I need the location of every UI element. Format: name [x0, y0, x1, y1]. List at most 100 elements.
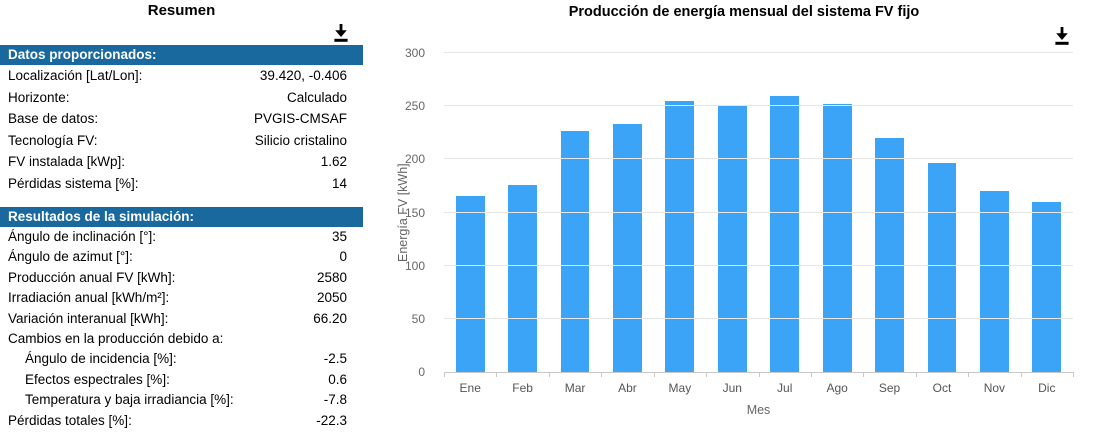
summary-download-button[interactable]: [331, 22, 351, 43]
category-column: [863, 53, 915, 372]
y-tick-label: 250: [404, 99, 425, 114]
gridline: [444, 317, 1073, 319]
x-tick-label: Dic: [1038, 381, 1056, 395]
row-value: 39.420, -0.406: [259, 68, 347, 83]
row-value: 14: [331, 175, 347, 191]
summary-row: Localización [Lat/Lon]: 39.420, -0.406: [0, 65, 363, 87]
summary-row: Efectos espectrales [%]: 0.6: [0, 370, 363, 390]
summary-row: Pérdidas totales [%]: -22.3: [0, 411, 363, 431]
download-icon: [334, 24, 348, 42]
summary-row: Base de datos: PVGIS-CMSAF: [0, 108, 363, 130]
row-value: 35: [331, 229, 347, 244]
row-label: Ángulo de inclinación [°]:: [8, 229, 156, 244]
row-label: Pérdidas sistema [%]:: [8, 175, 139, 191]
section-header: Datos proporcionados:: [0, 45, 363, 65]
y-tick-label: 300: [404, 46, 425, 60]
section-rows: Ángulo de inclinación [°]: 35 Ángulo de az…: [0, 227, 363, 431]
chart-title: Producción de energía mensual del sistem…: [568, 4, 920, 20]
x-tick-label: Nov: [983, 381, 1006, 395]
bar-mar: [560, 130, 590, 372]
category-column: [549, 53, 601, 372]
bar-dic: [1032, 201, 1062, 372]
x-tick-label: Abr: [618, 381, 637, 395]
summary-row: Irradiación anual [kWh/m²]: 2050: [0, 288, 363, 308]
row-label: Pérdidas totales [%]:: [8, 412, 132, 428]
x-tick-mark: [444, 372, 445, 377]
row-value: -7.8: [323, 392, 347, 408]
x-tick-mark: [496, 372, 498, 377]
row-value: 0: [339, 249, 347, 265]
row-label: Base de datos:: [8, 111, 99, 126]
x-tick-mark: [1073, 372, 1074, 377]
row-label: Ángulo de azimut [°]:: [8, 249, 133, 265]
summary-panel: Resumen Datos proporcionados: Localizació…: [0, 0, 363, 431]
x-tick-label: Mar: [564, 381, 586, 395]
x-tick-mark: [601, 372, 603, 377]
summary-row: Ángulo de incidencia [%]: -2.5: [0, 349, 363, 369]
x-tick-mark: [548, 372, 550, 377]
row-value: -2.5: [323, 351, 347, 367]
category-column: [601, 53, 653, 372]
category-column: [968, 53, 1020, 372]
chart-download-button[interactable]: [1052, 25, 1072, 46]
row-label: Cambios en la producción debido a:: [8, 331, 224, 347]
category-column: [916, 53, 968, 372]
row-label: Localización [Lat/Lon]:: [8, 68, 143, 83]
bar-abr: [613, 124, 642, 372]
bar-feb: [508, 184, 538, 372]
row-label: Horizonte:: [8, 89, 70, 105]
row-label: Tecnología FV:: [8, 132, 98, 148]
bar-oct: [927, 162, 957, 372]
bar-sep: [875, 138, 904, 372]
row-value: 2580: [316, 269, 347, 285]
bar-jul: [770, 95, 800, 372]
row-value: PVGIS-CMSAF: [253, 111, 347, 126]
bar-ene: [455, 195, 485, 372]
summary-title: Resumen: [147, 2, 216, 19]
gridline: [444, 105, 1073, 107]
x-tick-mark: [653, 372, 655, 377]
summary-row: Horizonte: Calculado: [0, 87, 363, 109]
row-value: 2050: [316, 290, 347, 306]
x-tick-label: Jun: [722, 381, 742, 395]
section-header: Resultados de la simulación:: [0, 207, 363, 227]
bars-container: [444, 53, 1073, 372]
plot-area: 0 50 100 150 200 250 300 Ene Feb Mar Abr May Jun Jul A…: [405, 46, 1074, 395]
x-tick-mark: [863, 372, 865, 377]
bar-jun: [717, 105, 747, 372]
summary-row: Producción anual FV [kWh]: 2580: [0, 268, 363, 288]
gridline: [444, 52, 1073, 53]
x-tick-label: Jul: [777, 381, 793, 395]
x-tick-label: Oct: [932, 381, 952, 395]
row-value: -22.3: [316, 412, 347, 428]
bar-nov: [980, 191, 1009, 372]
row-label: Efectos espectrales [%]:: [25, 371, 170, 387]
summary-row: Ángulo de inclinación [°]: 35: [0, 227, 363, 247]
category-column: [706, 53, 758, 372]
x-tick-label: Feb: [512, 381, 533, 395]
x-tick-label: Sep: [878, 381, 901, 395]
y-tick-label: 0: [418, 365, 425, 379]
y-tick-label: 50: [411, 311, 425, 326]
chart-panel: Producción de energía mensual del sistem…: [395, 0, 1093, 432]
gridline: [444, 264, 1073, 266]
summary-row: Variación interanual [kWh]: 66.20: [0, 309, 363, 329]
category-column: [496, 53, 548, 372]
section-rows: Localización [Lat/Lon]: 39.420, -0.406 Hor…: [0, 65, 363, 194]
x-axis-label: Mes: [746, 403, 771, 417]
summary-row: Cambios en la producción debido a:: [0, 329, 363, 349]
row-label: Ángulo de incidencia [%]:: [25, 351, 177, 367]
summary-row: Temperatura y baja irradiancia [%]: -7.8: [0, 390, 363, 410]
bar-ago: [822, 104, 852, 372]
y-tick-label: 150: [404, 205, 425, 220]
download-icon: [1055, 27, 1069, 45]
x-tick-label: May: [668, 381, 692, 395]
row-label: Producción anual FV [kWh]:: [8, 269, 176, 285]
row-value: Silicio cristalino: [254, 132, 347, 148]
row-value: 0.6: [328, 371, 347, 387]
row-label: Variación interanual [kWh]:: [8, 310, 169, 326]
x-tick-label: Ago: [826, 381, 848, 395]
row-label: Temperatura y baja irradiancia [%]:: [25, 392, 234, 408]
x-tick-mark: [1020, 372, 1022, 377]
